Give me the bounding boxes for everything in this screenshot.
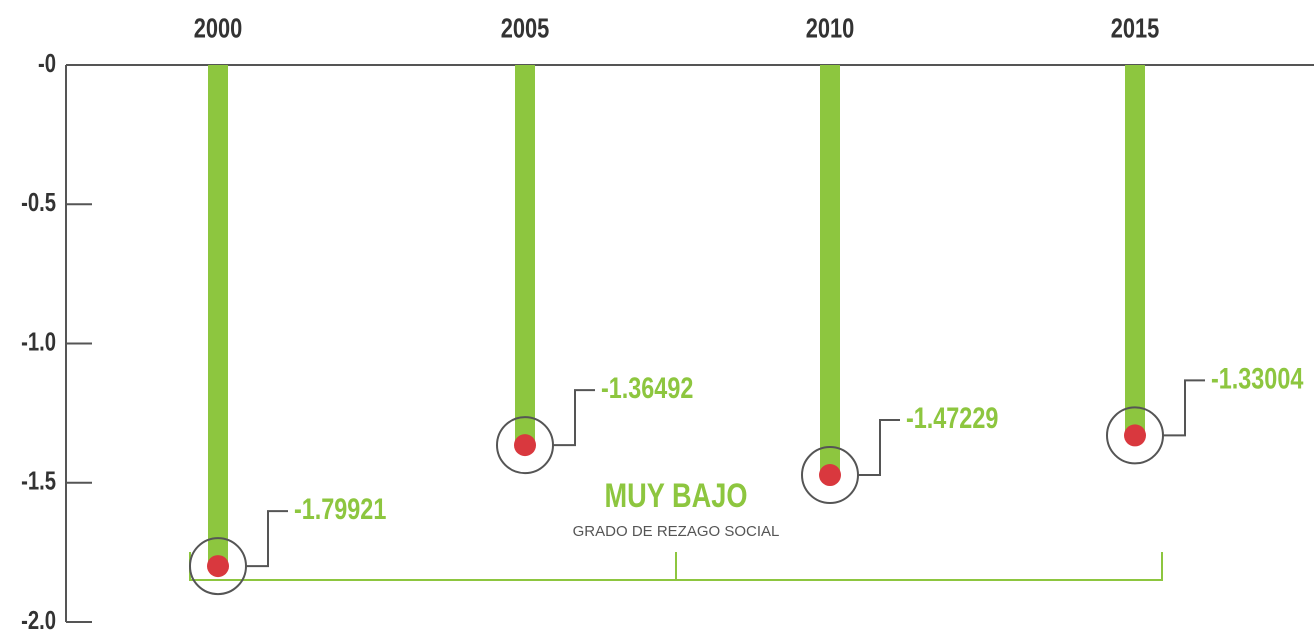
value-label: -1.79921: [294, 492, 386, 525]
bar: [515, 65, 535, 446]
connector: [1163, 379, 1205, 437]
value-label: -1.33004: [1211, 362, 1303, 395]
value-label: -1.47229: [906, 401, 998, 434]
y-tick-label: -1.5: [21, 466, 56, 495]
y-tick-label: -0.5: [21, 188, 56, 217]
connector: [858, 419, 900, 477]
bar: [820, 65, 840, 476]
connector: [246, 510, 288, 568]
x-tick-label: 2015: [1111, 13, 1160, 44]
annotation: MUY BAJO: [605, 476, 748, 515]
bar: [1125, 65, 1145, 436]
annotation-subtitle: GRADO DE REZAGO SOCIAL: [573, 523, 780, 540]
dot: [819, 464, 841, 487]
bracket: [189, 552, 1163, 581]
x-tick-label: 2000: [194, 13, 243, 44]
bar: [208, 65, 228, 567]
y-tick-label: -2.0: [21, 605, 56, 630]
dot: [207, 555, 229, 578]
y-tick-label: -1.0: [21, 327, 56, 356]
connector: [553, 389, 595, 447]
value-label: -1.36492: [601, 371, 693, 404]
dot: [1124, 424, 1146, 447]
dot: [514, 434, 536, 457]
x-tick-label: 2010: [806, 13, 855, 44]
y-tick-label: -0: [38, 48, 56, 77]
x-tick-label: 2005: [501, 13, 550, 44]
